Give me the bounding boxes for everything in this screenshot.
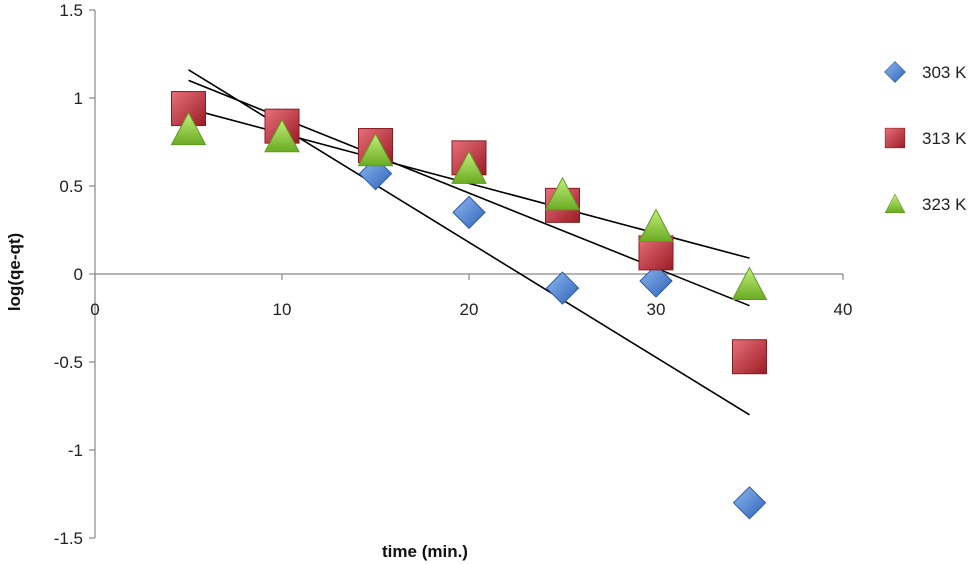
legend-label: 303 K: [922, 63, 967, 82]
y-tick-label: -0.5: [54, 353, 83, 372]
legend-marker: [884, 61, 906, 83]
data-point-323-k: [731, 266, 768, 301]
legend-marker: [884, 193, 906, 213]
y-tick-label: 1: [74, 89, 83, 108]
data-point-303-k: [452, 195, 486, 230]
legend: 303 K 313 K 323 K: [884, 61, 967, 214]
x-tick-label: 20: [460, 300, 479, 319]
y-tick-label: 0.5: [59, 177, 83, 196]
data-point-303-k: [639, 264, 673, 298]
data-point-323-k: [544, 176, 581, 211]
x-tick-label: 40: [834, 300, 853, 319]
legend-item-303-k: 303 K: [884, 61, 967, 83]
y-tick-label: 0: [74, 265, 83, 284]
legend-label: 313 K: [922, 129, 967, 148]
data-point-323-k: [357, 132, 394, 167]
axes: 0 10 20 30 40 1.5 1 0.5 0 -0.5 -1 -1.5: [54, 1, 853, 548]
x-tick-label: 0: [90, 300, 99, 319]
x-ticks: 0 10 20 30 40: [90, 274, 852, 319]
legend-marker: [884, 127, 906, 149]
y-tick-label: -1: [68, 441, 83, 460]
legend-item-323-k: 323 K: [884, 193, 967, 214]
data-points: [170, 91, 768, 520]
data-point-313-k: [732, 339, 767, 375]
data-point-323-k: [451, 150, 487, 184]
data-point-323-k: [638, 208, 674, 242]
data-point-323-k: [170, 111, 207, 146]
data-point-323-k: [264, 118, 300, 153]
y-tick-label: -1.5: [54, 529, 83, 548]
x-axis-title: time (min.): [382, 542, 468, 561]
y-tick-label: 1.5: [59, 1, 83, 20]
legend-item-313-k: 313 K: [884, 127, 967, 149]
y-ticks: 1.5 1 0.5 0 -0.5 -1 -1.5: [54, 1, 95, 548]
data-point-303-k: [732, 486, 767, 520]
y-axis-title: log(qe-qt): [5, 233, 24, 311]
legend-label: 323 K: [922, 195, 967, 214]
x-tick-label: 30: [647, 300, 666, 319]
data-point-303-k: [545, 271, 580, 305]
x-tick-label: 10: [273, 300, 292, 319]
